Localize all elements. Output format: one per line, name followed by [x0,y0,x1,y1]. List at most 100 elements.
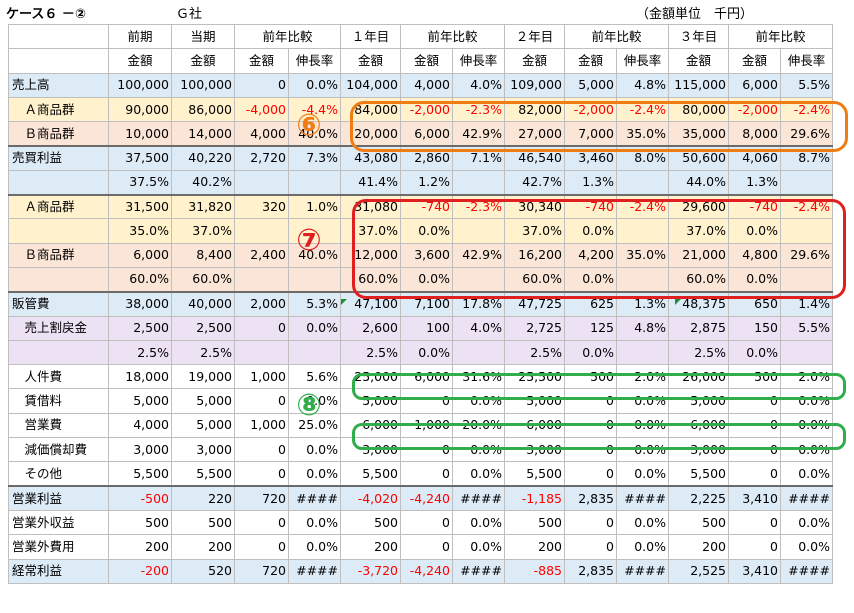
value-cell[interactable]: 29.6% [780,242,833,268]
value-cell[interactable]: 18,000 [108,364,172,390]
value-cell[interactable]: 35.0% [616,121,669,147]
row-label-cell[interactable] [8,169,109,196]
value-cell[interactable]: 0 [234,437,289,463]
value-cell[interactable]: 40,220 [171,144,235,171]
value-cell[interactable]: 0.0% [728,339,781,366]
value-cell[interactable]: 37.0% [504,218,565,244]
value-cell[interactable]: 0 [234,461,289,487]
value-cell[interactable]: 6,000 [340,412,401,439]
header-cell[interactable]: 金額 [400,48,453,74]
value-cell[interactable]: 60.0% [108,266,172,293]
value-cell[interactable]: 2,525 [668,558,729,584]
value-cell[interactable]: 0.0% [288,461,341,487]
row-label-cell[interactable]: 営業外収益 [8,509,109,536]
value-cell[interactable]: 200 [108,534,172,560]
value-cell[interactable]: 2.0% [780,364,833,390]
value-cell[interactable]: 47,100 [340,290,401,317]
value-cell[interactable]: -740 [728,193,781,220]
value-cell[interactable]: #### [452,485,505,511]
value-cell[interactable]: 0.0% [288,534,341,560]
value-cell[interactable]: 37.0% [668,218,729,244]
value-cell[interactable]: 46,540 [504,144,565,171]
value-cell[interactable]: 0.0% [728,266,781,293]
value-cell[interactable]: 2.5% [504,339,565,366]
value-cell[interactable]: 6,000 [504,412,565,439]
value-cell[interactable]: 0.0% [616,461,669,487]
row-label-cell[interactable]: 売上高 [8,72,109,98]
value-cell[interactable]: 0.0% [452,461,505,487]
value-cell[interactable]: 0.0% [616,388,669,414]
value-cell[interactable] [780,339,833,366]
value-cell[interactable]: 3,000 [668,437,729,463]
value-cell[interactable]: 2,835 [564,485,617,511]
value-cell[interactable] [616,218,669,244]
value-cell[interactable]: 5,000 [171,412,235,439]
value-cell[interactable]: -2.4% [780,96,833,123]
value-cell[interactable]: #### [616,485,669,511]
value-cell[interactable]: 20,000 [340,121,401,147]
value-cell[interactable]: 0 [728,534,781,560]
value-cell[interactable]: 0 [728,412,781,439]
value-cell[interactable]: 3,410 [728,485,781,511]
value-cell[interactable] [234,339,289,366]
value-cell[interactable]: 150 [728,315,781,341]
value-cell[interactable]: 500 [340,509,401,536]
value-cell[interactable] [288,339,341,366]
header-cell[interactable]: 金額 [504,48,565,74]
row-label-cell[interactable]: 営業費 [8,412,109,439]
value-cell[interactable]: -2.4% [780,193,833,220]
value-cell[interactable]: 86,000 [171,96,235,123]
value-cell[interactable]: 109,000 [504,72,565,98]
value-cell[interactable]: 0.0% [400,218,453,244]
value-cell[interactable]: 30,340 [504,193,565,220]
value-cell[interactable]: 90,000 [108,96,172,123]
value-cell[interactable]: 47,725 [504,290,565,317]
value-cell[interactable]: 500 [108,509,172,536]
value-cell[interactable]: 100,000 [171,72,235,98]
value-cell[interactable]: -2.3% [452,193,505,220]
value-cell[interactable]: 0.0% [288,509,341,536]
value-cell[interactable]: 3,000 [171,437,235,463]
value-cell[interactable]: 500 [504,509,565,536]
value-cell[interactable]: 4,200 [564,242,617,268]
value-cell[interactable]: 3,460 [564,144,617,171]
header-cell[interactable]: 伸長率 [616,48,669,74]
value-cell[interactable]: 10,000 [108,121,172,147]
value-cell[interactable]: 0.0% [288,315,341,341]
value-cell[interactable]: 40,000 [171,290,235,317]
value-cell[interactable]: 0.0% [288,72,341,98]
value-cell[interactable]: 25,000 [340,364,401,390]
row-label-cell[interactable]: 売上割戻金 [8,315,109,341]
value-cell[interactable]: #### [288,485,341,511]
value-cell[interactable]: 6,000 [108,242,172,268]
value-cell[interactable]: 7,000 [564,121,617,147]
value-cell[interactable]: 0 [564,437,617,463]
value-cell[interactable]: 2,875 [668,315,729,341]
value-cell[interactable]: 520 [171,558,235,584]
header-cell[interactable] [8,48,109,74]
value-cell[interactable]: 8.7% [780,144,833,171]
value-cell[interactable]: -4,240 [400,558,453,584]
value-cell[interactable]: 2,600 [340,315,401,341]
value-cell[interactable]: 0.0% [564,266,617,293]
value-cell[interactable]: 0 [400,461,453,487]
value-cell[interactable]: 500 [171,509,235,536]
value-cell[interactable]: 80,000 [668,96,729,123]
value-cell[interactable]: 0.0% [452,388,505,414]
value-cell[interactable]: 0 [728,388,781,414]
value-cell[interactable]: 0.0% [780,461,833,487]
header-cell[interactable] [8,23,109,50]
value-cell[interactable]: -4,000 [234,96,289,123]
value-cell[interactable]: #### [780,558,833,584]
value-cell[interactable]: 5,500 [504,461,565,487]
value-cell[interactable]: 100 [400,315,453,341]
value-cell[interactable]: 0.0% [452,534,505,560]
value-cell[interactable]: 60.0% [171,266,235,293]
value-cell[interactable]: -2,000 [728,96,781,123]
row-label-cell[interactable]: Ｂ商品群 [8,242,109,268]
value-cell[interactable]: 4,000 [108,412,172,439]
value-cell[interactable]: 7.3% [288,144,341,171]
header-cell[interactable]: 伸長率 [780,48,833,74]
value-cell[interactable]: 0 [564,509,617,536]
value-cell[interactable]: 0.0% [780,509,833,536]
